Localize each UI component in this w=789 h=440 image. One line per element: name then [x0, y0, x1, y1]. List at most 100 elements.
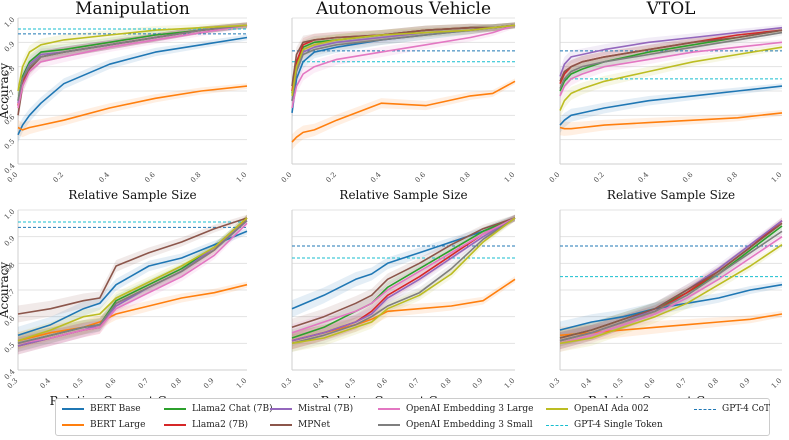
x-tick-label: 1.0: [503, 171, 517, 185]
legend-swatch: [694, 408, 716, 410]
y-tick-label: 0.5: [3, 341, 17, 355]
band-mpnet: [292, 214, 515, 336]
x-tick-label: 0.6: [681, 170, 695, 184]
x-tick-label: 0.5: [71, 377, 85, 391]
legend-item-gpt-4-cot: GPT-4 CoT: [694, 404, 770, 414]
band-openai-embedding-3-large: [560, 39, 782, 104]
x-tick-label: 0.2: [52, 171, 66, 185]
legend-item-mistral-7b: Mistral (7B): [270, 404, 353, 414]
band-bert-large: [292, 276, 515, 350]
y-tick-label: 0.9: [3, 40, 17, 54]
chart-panel-2: 0.0 0.2 0.4 0.6 0.8 1.0 Autonomous Vehicle Rela…: [280, 0, 517, 202]
series-line-mpnet: [559, 29, 783, 82]
y-tick-label: 1.0: [3, 208, 17, 222]
x-tick-label: 0.0: [548, 171, 562, 185]
x-tick-label: 0.4: [580, 376, 594, 390]
band-bert-base: [292, 22, 515, 121]
x-tick-label: 1.0: [770, 171, 784, 185]
series-line-bert-large: [291, 80, 516, 143]
series-line-openai-ada-002: [559, 46, 783, 111]
legend-label: OpenAI Embedding 3 Small: [406, 420, 533, 430]
x-tick-label: 0.0: [280, 171, 294, 185]
chart-panel-5: 0.30.40.50.60.70.80.91.0Relative Concept…: [280, 209, 517, 408]
legend-label: Llama2 (7B): [192, 420, 249, 430]
legend-swatch: [270, 424, 292, 426]
x-tick-label: 0.6: [643, 376, 657, 390]
chart-title: Manipulation: [75, 0, 190, 19]
legend-item-llama2-7b: Llama2 (7B): [164, 420, 248, 430]
x-tick-label: 0.7: [675, 377, 689, 391]
band-mpnet: [560, 220, 782, 347]
legend-item-bert-large: BERT Large: [62, 420, 145, 430]
legend-label: Llama2 Chat (7B): [192, 404, 273, 414]
series-line-openai-embedding-3-small: [291, 217, 516, 345]
series-line-bert-base: [17, 230, 248, 337]
x-tick-label: 0.8: [169, 377, 183, 391]
legend-label: BERT Large: [90, 420, 146, 430]
x-tick-label: 0.6: [375, 376, 389, 390]
band-bert-base: [560, 83, 782, 133]
legend-swatch: [270, 408, 292, 410]
series-line-mpnet: [17, 217, 248, 315]
legend-swatch: [62, 424, 84, 426]
y-axis-label: Accuracy: [0, 63, 11, 120]
band-mpnet: [18, 214, 247, 323]
band-llama2-7b: [560, 217, 782, 350]
legend-item-bert-base: BERT Base: [62, 404, 141, 414]
series-line-openai-embedding-3-large: [559, 236, 783, 345]
x-tick-label: 0.2: [324, 171, 338, 185]
chart-panel-6: 0.30.40.50.60.70.80.91.0Relative Concept…: [548, 209, 784, 408]
series-line-mpnet: [559, 222, 783, 339]
band-llama2-7b: [18, 22, 247, 114]
legend-label: OpenAI Ada 002: [574, 404, 649, 414]
x-tick-label: 1.0: [503, 377, 517, 391]
series-line-openai-embedding-3-large: [291, 217, 516, 334]
band-openai-embedding-3-small: [560, 228, 782, 350]
series-line-openai-embedding-3-small: [17, 220, 248, 345]
legend-swatch: [62, 408, 84, 410]
chart-title: Autonomous Vehicle: [315, 0, 491, 19]
band-openai-ada-002: [18, 22, 247, 99]
band-openai-embedding-3-small: [18, 22, 247, 109]
series-line-openai-embedding-3-small: [559, 31, 783, 89]
band-mpnet: [292, 22, 515, 94]
band-mistral-7b: [560, 217, 782, 350]
legend-swatch: [546, 424, 568, 426]
legend-item-openai-embedding-3-small: OpenAI Embedding 3 Small: [378, 420, 533, 430]
y-tick-label: 1.0: [3, 16, 17, 30]
x-tick-label: 0.4: [369, 170, 383, 184]
x-tick-label: 0.7: [137, 377, 151, 391]
x-tick-label: 0.5: [611, 377, 625, 391]
x-tick-label: 0.5: [344, 377, 358, 391]
band-llama2-chat-7b: [18, 22, 247, 109]
legend-item-openai-embedding-3-large: OpenAI Embedding 3 Large: [378, 404, 534, 414]
series-line-openai-ada-002: [17, 217, 248, 342]
x-tick-label: 1.0: [235, 171, 249, 185]
band-bert-large: [560, 109, 782, 136]
series-line-openai-ada-002: [559, 244, 783, 345]
legend-label: OpenAI Embedding 3 Large: [406, 404, 534, 414]
series-line-llama2-chat-7b: [291, 217, 516, 339]
series-line-bert-base: [17, 36, 248, 136]
series-line-openai-ada-002: [291, 217, 516, 345]
x-tick-label: 0.4: [39, 376, 53, 390]
legend-label: GPT-4 Single Token: [574, 420, 663, 430]
series-line-mpnet: [291, 217, 516, 329]
chart-panel-3: 0.0 0.2 0.4 0.6 0.8 1.0 VTOL Relative Sample Si…: [548, 0, 784, 202]
series-line-bert-large: [559, 313, 783, 337]
x-tick-label: 0.9: [202, 377, 216, 391]
x-tick-label: 0.9: [738, 377, 752, 391]
x-tick-label: 0.8: [189, 171, 203, 185]
x-tick-label: 0.4: [312, 376, 326, 390]
x-tick-label: 1.0: [770, 377, 784, 391]
series-line-bert-large: [17, 283, 248, 342]
legend-swatch: [164, 408, 186, 410]
series-line-bert-base: [559, 85, 783, 126]
band-llama2-chat-7b: [292, 22, 515, 102]
x-tick-label: 0.3: [280, 377, 294, 391]
series-line-openai-embedding-3-large: [17, 222, 248, 345]
legend-item-openai-ada-002: OpenAI Ada 002: [546, 404, 649, 414]
legend-item-llama2-chat-7b: Llama2 Chat (7B): [164, 404, 273, 414]
x-axis-label: Relative Sample Size: [339, 188, 467, 202]
y-tick-label: 0.9: [3, 234, 17, 248]
